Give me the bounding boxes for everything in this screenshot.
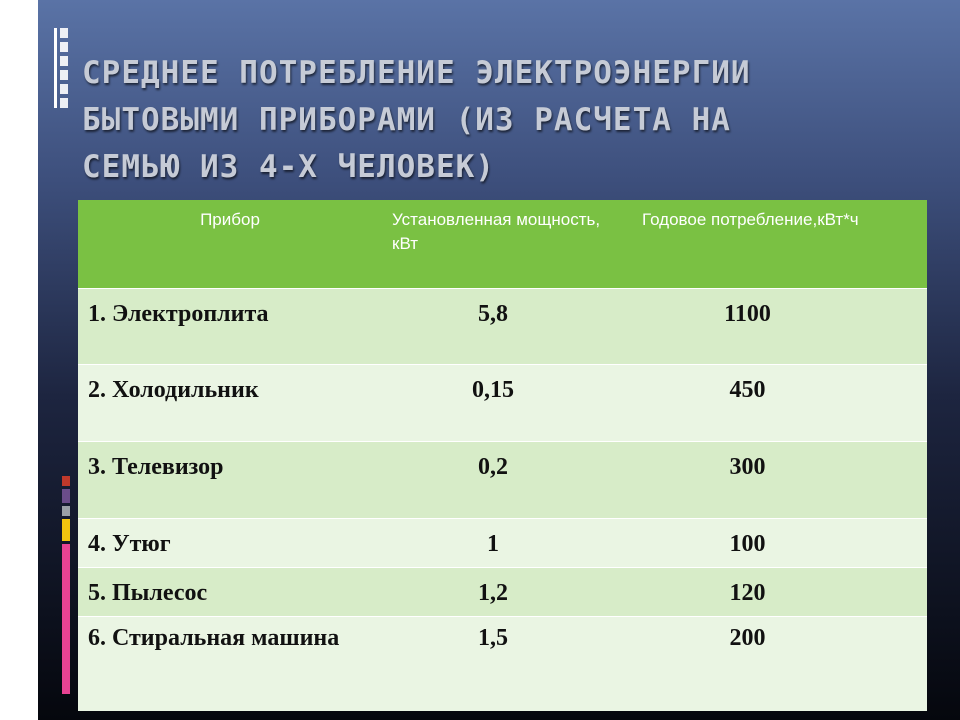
table-row: 6. Стиральная машина 1,5 200 (78, 615, 927, 711)
device-power: 5,8 (368, 287, 618, 364)
device-annual: 1100 (618, 287, 927, 364)
accent-bar (62, 506, 70, 516)
table-row: 1. Электроплита 5,8 1100 (78, 287, 927, 364)
device-annual: 100 (618, 517, 927, 567)
device-name: 6. Стиральная машина (78, 615, 368, 711)
consumption-table: Прибор Установленная мощность, кВт Годов… (78, 200, 927, 711)
accent-bar (62, 476, 70, 486)
slide-title: СРЕДНЕЕ ПОТРЕБЛЕНИЕ ЭЛЕКТРОЭНЕРГИИ БЫТОВ… (82, 55, 751, 185)
header-power: Установленная мощность, кВт (368, 200, 618, 288)
accent-bar (62, 519, 70, 541)
header-device: Прибор (78, 200, 368, 288)
device-annual: 200 (618, 615, 927, 711)
table-row: 5. Пылесос 1,2 120 (78, 566, 927, 616)
device-name: 3. Телевизор (78, 440, 368, 518)
header-annual-consumption: Годовое потребление,кВт*ч (618, 200, 927, 288)
table-row: 3. Телевизор 0,2 300 (78, 440, 927, 518)
slide: СРЕДНЕЕ ПОТРЕБЛЕНИЕ ЭЛЕКТРОЭНЕРГИИ БЫТОВ… (38, 0, 960, 720)
device-name: 1. Электроплита (78, 287, 368, 364)
device-power: 1,5 (368, 615, 618, 711)
decorative-stripe-dashed (60, 28, 68, 108)
device-power: 0,15 (368, 363, 618, 441)
accent-bar (62, 544, 70, 694)
device-name: 4. Утюг (78, 517, 368, 567)
device-name: 5. Пылесос (78, 566, 368, 616)
device-name: 2. Холодильник (78, 363, 368, 441)
device-annual: 120 (618, 566, 927, 616)
accent-bars (62, 476, 72, 720)
table-row: 4. Утюг 1 100 (78, 517, 927, 567)
device-power: 1,2 (368, 566, 618, 616)
accent-bar (62, 489, 70, 503)
device-power: 1 (368, 517, 618, 567)
device-annual: 300 (618, 440, 927, 518)
device-annual: 450 (618, 363, 927, 441)
table-header-row: Прибор Установленная мощность, кВт Годов… (78, 200, 927, 288)
table-row: 2. Холодильник 0,15 450 (78, 363, 927, 441)
device-power: 0,2 (368, 440, 618, 518)
decorative-stripe (54, 28, 57, 108)
